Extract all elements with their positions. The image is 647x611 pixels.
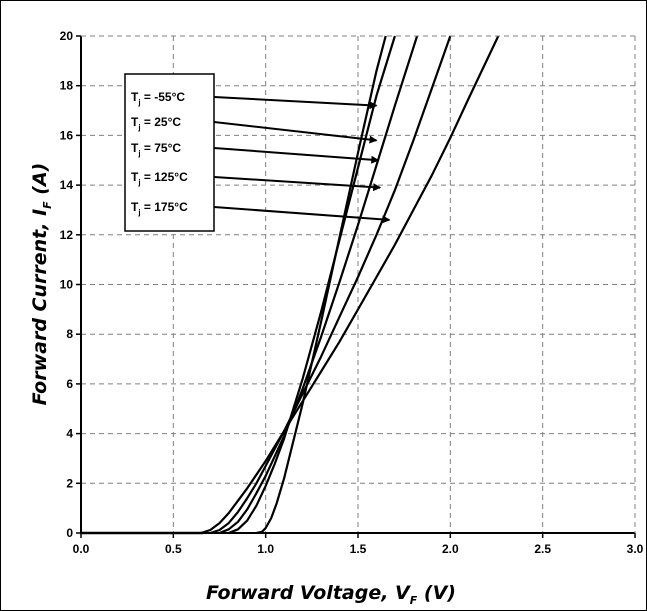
legend-arrow [213,121,378,144]
x-axis-title: Forward Voltage, VF (V) [206,582,456,607]
legend-arrow [213,147,380,164]
x-tick-label: 2.0 [442,542,459,556]
legend-entry: Tj = 25°C [131,115,181,132]
x-tick-label: 3.0 [627,542,644,556]
legend-arrow [213,206,391,224]
series-line-4 [200,35,500,535]
y-axis-title: Forward Current, IF (A) [29,163,54,406]
y-tick-labels: 0 2 4 6 8 10 12 14 16 18 20 [60,29,74,540]
legend-entry: Tj = 175°C [131,200,188,217]
x-tick-label: 2.5 [534,542,551,556]
x-tick-labels: 0.0 0.5 1.0 1.5 2.0 2.5 3.0 [73,542,644,556]
series-line-3 [209,35,452,535]
y-tick-label: 4 [66,427,73,441]
x-tick-label: 0.5 [165,542,182,556]
y-tick-label: 8 [66,327,73,341]
y-tick-label: 18 [60,79,74,93]
y-tick-label: 0 [66,526,73,540]
x-tick-label: 1.0 [257,542,274,556]
legend-arrows [213,96,391,224]
axes [76,35,636,538]
legend-entry: Tj = 75°C [131,141,181,158]
legend-entry: Tj = 125°C [131,170,188,187]
legend-arrow [213,96,378,110]
x-tick-label: 1.5 [350,542,367,556]
x-tick-label: 0.0 [73,542,90,556]
y-tick-label: 10 [60,278,74,292]
y-tick-label: 2 [66,476,73,490]
legend: Tj = -55°C Tj = 25°C Tj = 75°C Tj = 125°C Tj… [124,73,215,232]
y-tick-label: 20 [60,29,74,43]
y-tick-label: 14 [60,178,74,192]
y-tick-label: 6 [66,377,73,391]
y-tick-label: 12 [60,228,74,242]
legend-entry: Tj = -55°C [131,90,185,107]
y-tick-label: 16 [60,128,74,142]
legend-arrow [213,176,382,192]
legend-box [124,73,215,232]
